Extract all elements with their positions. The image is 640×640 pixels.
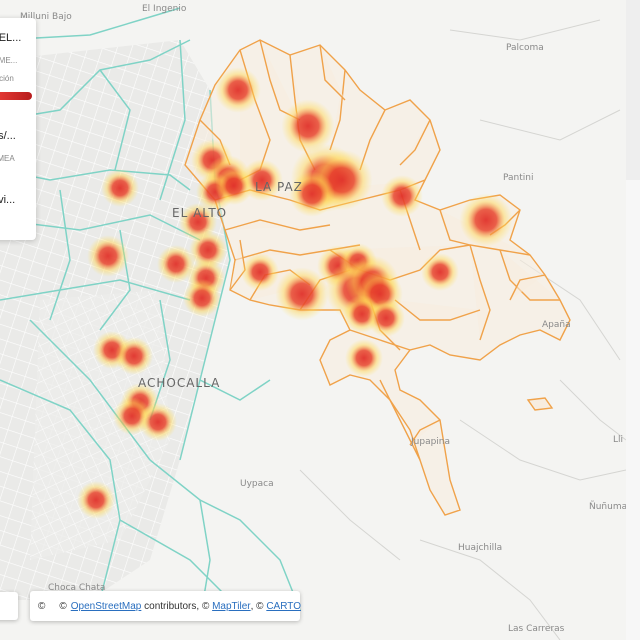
right-side-panel <box>626 0 640 640</box>
heatmap-hotspot <box>215 67 261 113</box>
place-label-lli: Lli <box>613 435 624 445</box>
right-panel-segment <box>626 0 640 180</box>
attribution-copyright: © <box>59 600 67 612</box>
heatmap-hotspot <box>345 339 383 377</box>
heatmap-hotspot <box>367 299 405 337</box>
map-control-button[interactable] <box>0 592 18 620</box>
place-label-jupapina: Jupapina <box>411 437 451 447</box>
panel-title: - EL... <box>0 32 22 44</box>
heatmap-hotspot <box>421 253 459 291</box>
place-label-pantini: Pantini <box>503 173 534 183</box>
place-label-el-ingenio: El Ingenio <box>142 4 187 14</box>
place-label-apana: Apaña <box>542 320 571 330</box>
place-label-las-carreras: Las Carreras <box>508 624 565 634</box>
place-label-el-alto: EL ALTO <box>172 206 228 220</box>
heatmap-hotspot <box>115 337 153 375</box>
heatmap-hotspot <box>87 235 129 277</box>
place-label-choca-chata: Choca Chata <box>48 583 106 593</box>
place-label-uypaca: Uypaca <box>240 479 274 489</box>
heat-legend-bar <box>0 92 32 100</box>
place-label-achocalla: ACHOCALLA <box>138 376 221 390</box>
map-attribution: © © OpenStreetMap contributors, © MapTil… <box>30 591 301 621</box>
heatmap-hotspot <box>189 231 227 269</box>
place-label-la-paz: LA PAZ <box>255 180 303 194</box>
roads <box>299 19 627 640</box>
attribution-sep: , © <box>250 600 267 612</box>
heatmap-hotspot <box>241 253 279 291</box>
place-label-huajchilla: Huajchilla <box>458 543 503 553</box>
heatmap-hotspot <box>281 99 335 153</box>
panel-link-2[interactable]: ovi... <box>0 194 16 206</box>
place-label-palcoma: Palcoma <box>506 43 544 53</box>
heatmap-hotspot <box>289 171 335 217</box>
heatmap-hotspot <box>157 245 195 283</box>
attribution-info-icon[interactable]: © <box>38 600 46 612</box>
heatmap-hotspot <box>215 167 253 205</box>
place-label-nunumani: Ñuñuma <box>589 502 628 512</box>
panel-link-1-subtitle: AMEA <box>0 154 15 163</box>
maptiler-link[interactable]: MapTiler <box>212 600 251 612</box>
heatmap-hotspot <box>139 403 177 441</box>
heatmap-hotspot <box>183 279 221 317</box>
panel-link-1[interactable]: es/... <box>0 130 16 142</box>
heatmap-hotspot <box>275 267 329 321</box>
attribution-contributors: contributors, © <box>141 600 213 612</box>
heatmap-hotspot <box>459 193 513 247</box>
heatmap-layer <box>77 67 513 519</box>
heatmap-hotspot <box>381 175 423 217</box>
legend-label: ración <box>0 74 14 83</box>
osm-link[interactable]: OpenStreetMap <box>70 600 142 612</box>
info-panel[interactable]: - EL... 3 ME... ración es/... AMEA ovi..… <box>0 18 36 240</box>
heatmap-hotspot <box>101 169 139 207</box>
carto-link[interactable]: CARTO <box>266 600 301 612</box>
heatmap-hotspot <box>77 481 115 519</box>
panel-subtitle: 3 ME... <box>0 56 18 65</box>
place-label-milluni-bajo: Milluni Bajo <box>20 12 72 22</box>
district-fragment <box>526 397 554 411</box>
